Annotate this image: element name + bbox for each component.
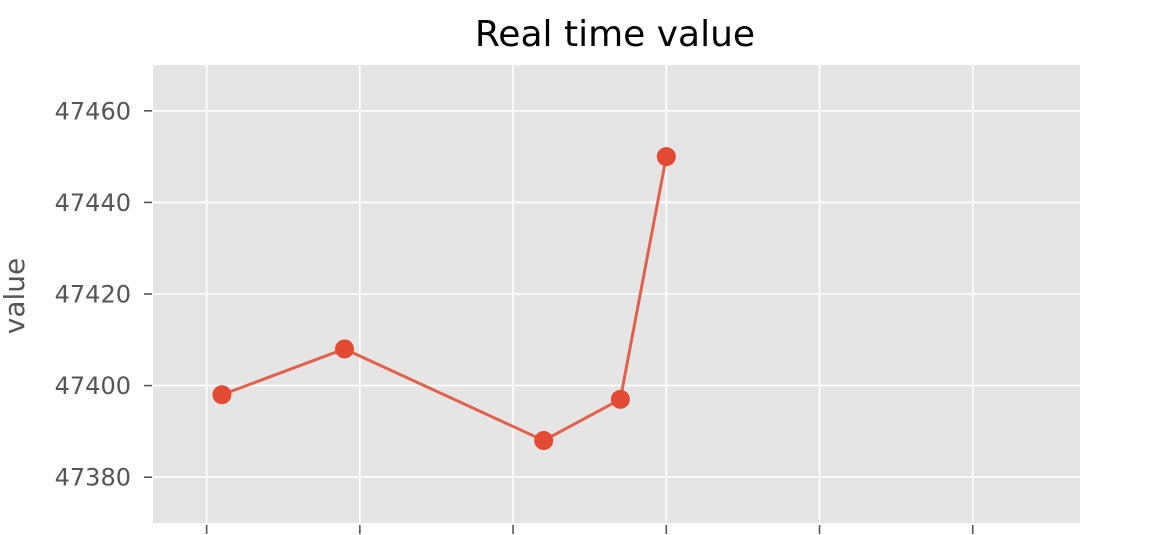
y-tick-label: 47460 bbox=[55, 97, 131, 125]
data-point bbox=[610, 389, 630, 409]
y-tick-label: 47400 bbox=[55, 372, 131, 400]
series-layer bbox=[212, 147, 676, 451]
y-axis-label: value bbox=[0, 258, 31, 334]
data-point bbox=[534, 431, 554, 451]
y-tick-label: 47380 bbox=[55, 464, 131, 492]
axes: 47380 47400 47420 47440 47460 bbox=[55, 97, 974, 534]
y-tick-label: 47420 bbox=[55, 281, 131, 309]
chart-title: Real time value bbox=[475, 14, 755, 55]
data-point bbox=[656, 147, 676, 167]
y-tick-label: 47440 bbox=[55, 189, 131, 217]
grid-lines bbox=[153, 65, 1080, 523]
data-point bbox=[335, 339, 355, 359]
data-point bbox=[212, 385, 232, 405]
